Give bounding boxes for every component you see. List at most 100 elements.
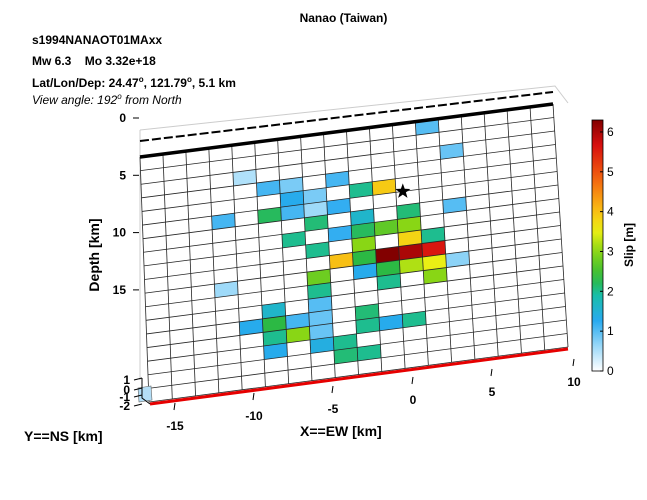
y-axis-line: [141, 378, 151, 405]
slip-cell: [445, 251, 470, 268]
view-suffix: from North: [121, 93, 182, 107]
grid-line-horizontal: [143, 211, 560, 267]
depth-tick-label: 0: [119, 111, 126, 125]
event-id-label: s1994NANAOT01MAxx: [32, 33, 163, 47]
slip-cell: [333, 333, 358, 351]
slip-cell: [257, 207, 282, 224]
slip-cell: [355, 303, 380, 321]
y-tick: [133, 377, 143, 381]
view-degree: o: [117, 92, 122, 101]
grid-line-horizontal: [140, 130, 555, 185]
slip-cell: [423, 267, 448, 285]
slip-cell: [372, 178, 396, 196]
grid-line-horizontal: [142, 184, 559, 240]
slip-cell: [375, 246, 400, 264]
slip-cell: [398, 229, 422, 247]
slip-cell: [306, 269, 331, 286]
lon-degree: o: [186, 75, 192, 84]
slip-cell: [422, 254, 447, 271]
slip-cell: [280, 204, 305, 221]
slip-cell: [379, 314, 403, 331]
slip-cell: [355, 317, 380, 334]
x-tick-label: -15: [166, 419, 184, 433]
slip-cell: [303, 201, 328, 218]
lat-value: 24.47: [108, 76, 139, 90]
slip-cell: [328, 225, 352, 242]
grid-line-horizontal: [144, 225, 561, 280]
slip-cell: [303, 187, 327, 205]
slip-cell: [309, 323, 334, 340]
slip-cell: [402, 311, 427, 328]
slip-cell: [263, 329, 287, 346]
slip-cell: [415, 118, 440, 136]
lon-value: 121.79: [150, 76, 187, 90]
slip-cell: [261, 302, 286, 319]
grid-line-horizontal: [146, 279, 564, 335]
colorbar-tick-label: 4: [607, 205, 614, 219]
slip-cell: [352, 249, 377, 267]
box-back-edge: [139, 85, 569, 131]
x-tick-label: -10: [245, 409, 263, 423]
depth-tick-label: 5: [119, 168, 126, 182]
x-tick-label: 10: [567, 375, 581, 389]
x-tick: [252, 392, 255, 401]
y-tick-label: -1: [119, 390, 130, 404]
y-tick-label: 0: [123, 383, 130, 397]
grid-line-horizontal: [140, 117, 554, 172]
slip-cell: [351, 222, 375, 239]
x-tick: [173, 402, 176, 411]
slip-cell: [397, 216, 422, 233]
slip-cell: [280, 190, 304, 208]
x-tick: [572, 358, 575, 367]
colorbar: [591, 119, 604, 372]
grid-line-horizontal: [147, 319, 567, 376]
grid-line-horizontal: [144, 238, 562, 294]
x-tick-label: -5: [328, 402, 339, 416]
grid-line-horizontal: [145, 252, 563, 308]
surface-trace-line: [149, 347, 569, 406]
grid-line-horizontal: [147, 306, 566, 362]
depth-tick-label: 10: [113, 226, 127, 240]
slip-cell: [329, 252, 354, 270]
slip-cell: [214, 281, 239, 298]
colorbar-tick-label: 3: [607, 244, 614, 258]
grid-line-horizontal: [142, 171, 558, 226]
slip-cell: [442, 196, 467, 214]
slip-cell: [357, 344, 382, 361]
colorbar-label: Slip [m]: [622, 223, 636, 267]
slip-cell: [376, 260, 401, 277]
colorbar-tick-label: 6: [607, 125, 614, 139]
slip-cell: [211, 213, 236, 230]
colorbar-tick-label: 1: [607, 324, 614, 338]
slip-cell: [333, 347, 358, 364]
slip-cell: [256, 180, 281, 197]
slip-cell: [421, 240, 446, 258]
depth-axis-label: Depth [km]: [86, 218, 102, 291]
colorbar-tick-label: 5: [607, 165, 614, 179]
mw-label: Mw 6.3: [32, 54, 72, 68]
chart-title: Nanao (Taiwan): [299, 11, 388, 25]
depth-value: 5.1 km: [198, 76, 236, 90]
slip-cell: [350, 208, 375, 226]
slip-cell: [286, 326, 311, 343]
slip-cell: [351, 235, 376, 253]
y-tick: [133, 394, 143, 398]
slip-cell: [325, 171, 350, 188]
slip-cell: [353, 263, 377, 280]
x-axis-label: X==EW [km]: [300, 423, 382, 439]
slip-cell: [285, 312, 310, 330]
grid-line-horizontal: [143, 198, 559, 253]
slip-cell: [399, 257, 424, 274]
slip-cell: [398, 243, 423, 261]
magnitude-label: Mw 6.3 Mo 3.32e+18: [32, 54, 156, 68]
slip-cell: [308, 309, 333, 327]
hypocenter-star: [395, 183, 411, 198]
slip-cell: [308, 296, 332, 313]
slip-cell: [376, 273, 401, 291]
slip-cell: [305, 241, 330, 259]
grid-line-horizontal: [148, 346, 569, 403]
colorbar-tick-label: 0: [607, 364, 614, 378]
grid-line-horizontal: [146, 292, 565, 348]
y-tick-label: -2: [119, 399, 130, 413]
